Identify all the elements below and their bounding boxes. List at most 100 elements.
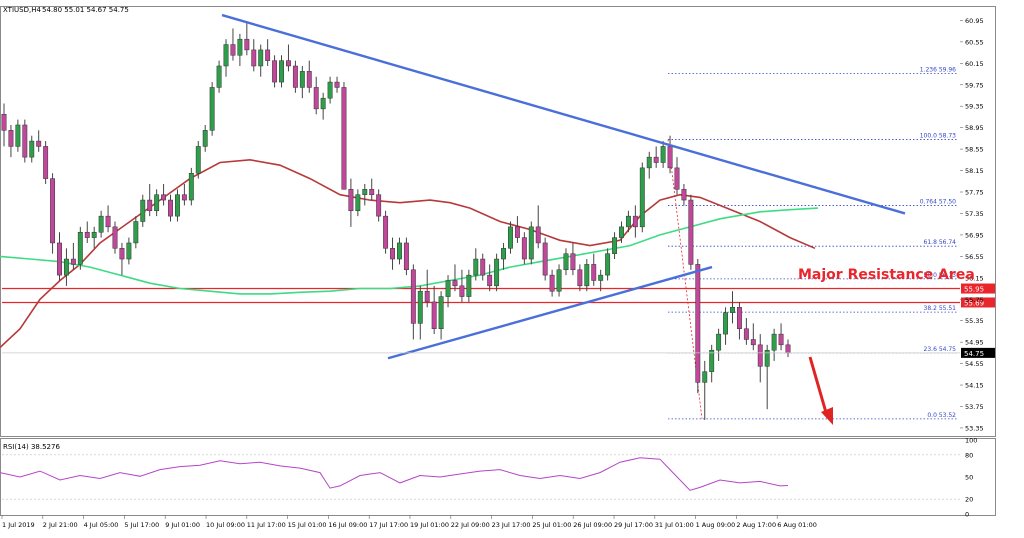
candle bbox=[29, 135, 35, 163]
candle-body bbox=[743, 328, 749, 340]
candle bbox=[723, 307, 729, 345]
candle-body bbox=[188, 172, 194, 201]
candle-body bbox=[341, 87, 347, 190]
candle-body bbox=[508, 226, 513, 249]
candle bbox=[279, 55, 284, 88]
candle-body bbox=[591, 264, 597, 281]
candle-body bbox=[639, 167, 645, 228]
candle bbox=[50, 173, 56, 254]
time-axis-label: 17 Jul 17:00 bbox=[369, 521, 408, 529]
candle-body bbox=[126, 242, 132, 260]
time-axis-label: 22 Jul 09:00 bbox=[451, 521, 490, 529]
candle-body bbox=[716, 333, 722, 351]
candle-body bbox=[397, 242, 402, 260]
candle bbox=[570, 242, 576, 276]
time-axis-label: 15 Jul 01:00 bbox=[288, 521, 327, 529]
fib-level-label: 50.0 56.13 bbox=[924, 272, 957, 279]
major-resistance-label: Major Resistance Area bbox=[798, 267, 975, 283]
candle bbox=[292, 60, 298, 93]
candle bbox=[410, 264, 416, 340]
fib-anchor-line bbox=[667, 139, 703, 419]
candle-body bbox=[730, 307, 735, 313]
price-axis-label: 58.55 bbox=[965, 146, 984, 154]
candle-body bbox=[778, 333, 784, 346]
candle-body bbox=[646, 156, 652, 169]
candle bbox=[265, 39, 271, 66]
time-axis-label: 6 Aug 01:00 bbox=[777, 521, 817, 529]
time-axis-label: 1 Jul 2019 bbox=[2, 521, 35, 529]
candle-body bbox=[632, 215, 638, 228]
candle bbox=[272, 55, 278, 88]
candle bbox=[521, 232, 527, 265]
candle bbox=[140, 194, 146, 227]
candle-body bbox=[653, 156, 659, 163]
fib-level-label: 23.6 54.75 bbox=[924, 346, 957, 353]
candle bbox=[660, 141, 666, 168]
candle-body bbox=[265, 49, 271, 61]
candle bbox=[639, 162, 645, 233]
candle-body bbox=[140, 199, 146, 222]
candle bbox=[403, 237, 409, 276]
candle-body bbox=[452, 280, 458, 287]
candle-body bbox=[8, 130, 14, 147]
price-axis-label: 56.55 bbox=[965, 253, 984, 261]
candle bbox=[716, 328, 722, 361]
candle-body bbox=[57, 242, 62, 276]
candle bbox=[438, 291, 444, 340]
candle bbox=[1, 103, 7, 147]
main-panel-frame bbox=[0, 6, 996, 437]
candle-body bbox=[605, 253, 611, 276]
fib-level-label: 61.8 56.74 bbox=[924, 239, 957, 246]
candle bbox=[8, 124, 14, 158]
candle bbox=[244, 23, 250, 56]
candle bbox=[63, 248, 69, 286]
candle bbox=[764, 344, 770, 410]
candle bbox=[334, 76, 340, 93]
candle-body bbox=[785, 344, 791, 354]
candle-body bbox=[695, 264, 701, 383]
candle-body bbox=[563, 253, 569, 271]
candle bbox=[22, 119, 28, 163]
fib-level-label: 38.2 55.51 bbox=[924, 305, 957, 312]
time-axis-label: 10 Jul 09:00 bbox=[206, 521, 245, 529]
candle-body bbox=[202, 130, 208, 147]
candle-body bbox=[480, 258, 486, 276]
candle-body bbox=[702, 371, 708, 383]
candle bbox=[695, 259, 701, 394]
candle-body bbox=[209, 87, 215, 131]
price-axis-label: 56.15 bbox=[965, 274, 984, 282]
ascending-trendline bbox=[387, 265, 713, 360]
candlestick-layer bbox=[1, 23, 791, 420]
time-axis-label: 25 Jul 01:00 bbox=[532, 521, 571, 529]
candle bbox=[84, 221, 90, 243]
candle bbox=[452, 264, 458, 292]
price-axis-label: 60.55 bbox=[965, 38, 984, 46]
candle-body bbox=[348, 189, 354, 212]
ohlc-readout: 54.80 55.01 54.67 54.75 bbox=[42, 6, 129, 14]
candle-body bbox=[549, 274, 555, 292]
current-price-text: 54.75 bbox=[964, 350, 984, 358]
candle-body bbox=[334, 81, 340, 88]
price-axis-label: 59.35 bbox=[965, 103, 984, 111]
candle-body bbox=[251, 49, 257, 67]
rsi-layer: 100 80 50 20 0 bbox=[0, 437, 977, 519]
candle-body bbox=[438, 296, 444, 330]
price-axis-label: 58.95 bbox=[965, 124, 984, 132]
time-axis-label: 19 Jul 01:00 bbox=[410, 521, 449, 529]
time-axis-label: 11 Jul 17:00 bbox=[247, 521, 286, 529]
candle bbox=[431, 285, 437, 335]
candle bbox=[494, 253, 500, 292]
candle-body bbox=[327, 81, 333, 99]
price-axis-label: 56.95 bbox=[965, 231, 984, 239]
candle-body bbox=[674, 167, 680, 190]
candle-body bbox=[168, 199, 173, 217]
price-axis-label: 59.75 bbox=[965, 81, 984, 89]
candle bbox=[209, 82, 215, 136]
candle-body bbox=[660, 146, 666, 163]
candle bbox=[612, 232, 617, 260]
candle-body bbox=[98, 215, 104, 233]
price-axis-label: 60.15 bbox=[965, 60, 984, 68]
candle-body bbox=[36, 140, 42, 147]
candle bbox=[736, 301, 742, 340]
candle bbox=[147, 183, 153, 217]
